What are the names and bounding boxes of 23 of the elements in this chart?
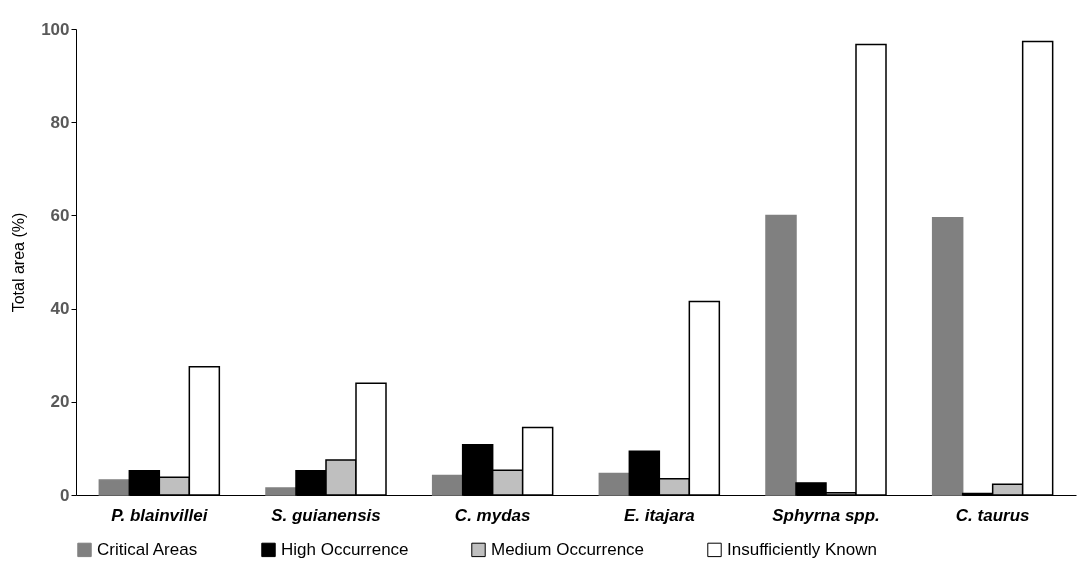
bar xyxy=(265,487,297,496)
y-tick-label: 0 xyxy=(60,485,70,505)
bar xyxy=(765,214,797,496)
bar xyxy=(431,474,464,496)
x-tick-label: S. guianensis xyxy=(271,505,381,525)
x-tick-label: E. itajara xyxy=(623,505,695,525)
y-tick-label: 60 xyxy=(50,205,70,225)
x-tick-label: Sphyrna spp. xyxy=(772,505,880,525)
x-tick-label: C. mydas xyxy=(454,505,531,525)
bar xyxy=(98,479,131,496)
y-tick-label: 40 xyxy=(50,299,70,319)
y-tick-label: 20 xyxy=(50,392,70,412)
bar xyxy=(598,472,631,496)
legend-label: Insufficiently Known xyxy=(727,539,877,559)
legend-label: Critical Areas xyxy=(97,539,198,559)
bar xyxy=(931,216,964,496)
y-tick-label: 100 xyxy=(41,19,70,39)
legend-label: Medium Occurrence xyxy=(491,539,645,559)
x-tick-label: C. taurus xyxy=(955,505,1030,525)
x-tick-label: P. blainvillei xyxy=(111,505,209,525)
y-axis-title: Total area (%) xyxy=(10,212,28,313)
legend-label: High Occurrence xyxy=(281,539,409,559)
y-tick-label: 80 xyxy=(50,112,70,132)
